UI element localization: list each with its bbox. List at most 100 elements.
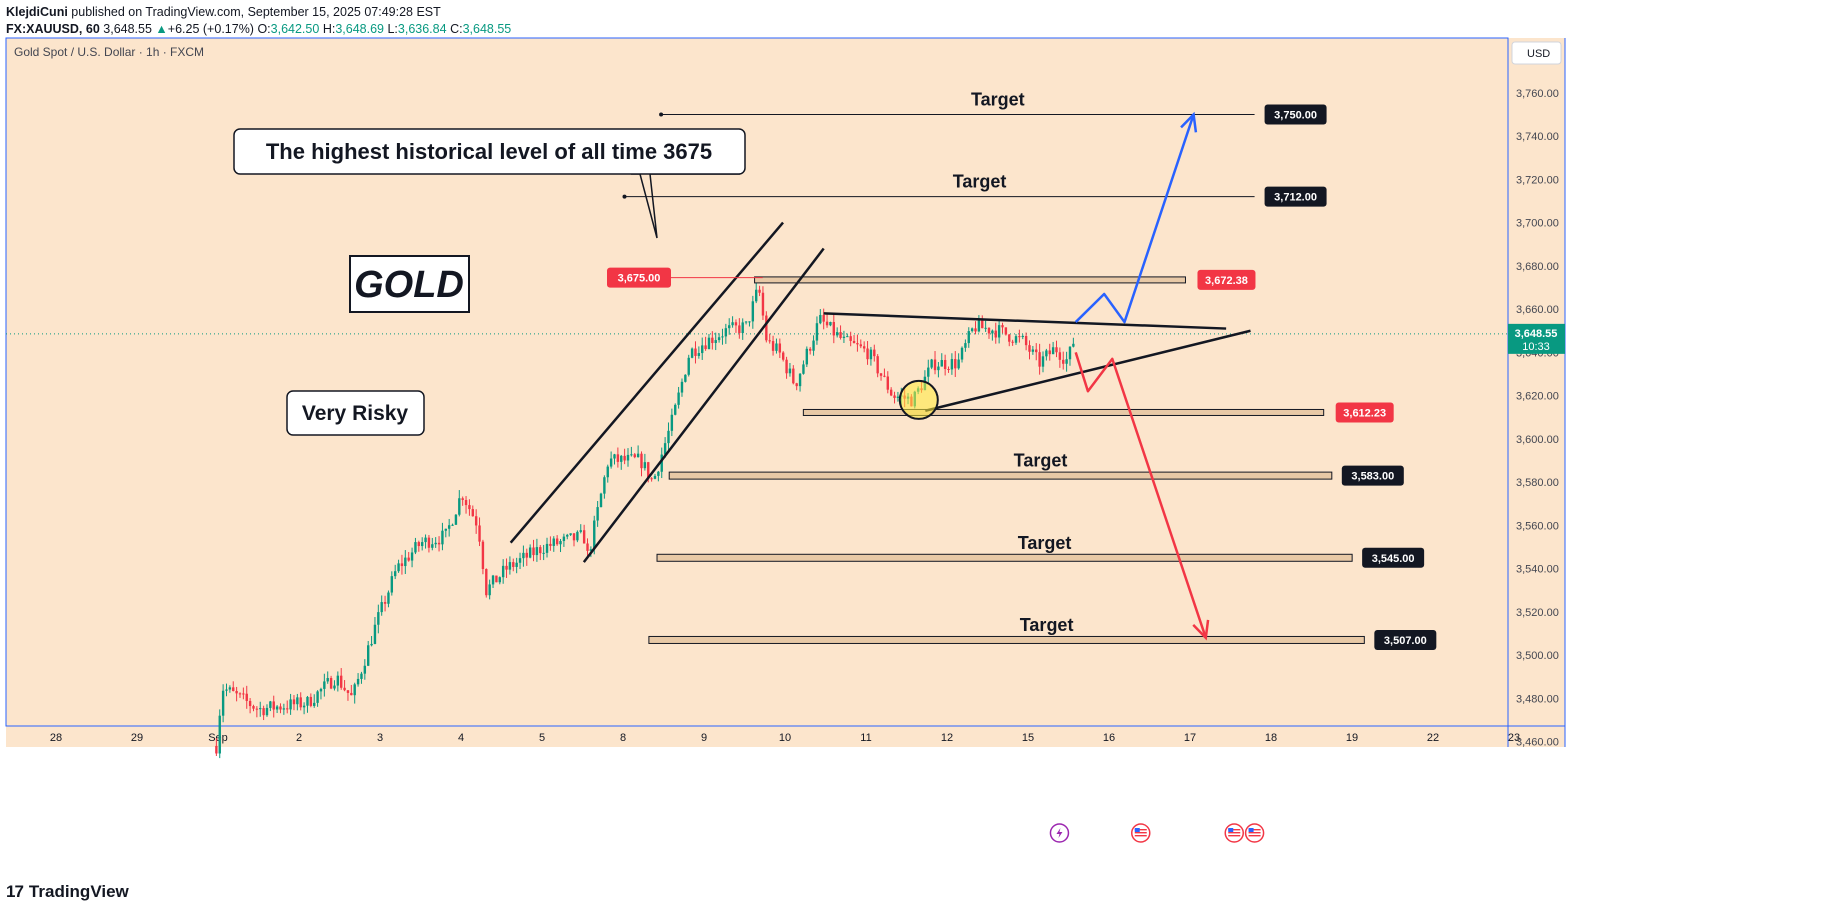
- candle-body: [279, 706, 282, 710]
- candle-body: [255, 708, 259, 710]
- open-value: 3,642.50: [270, 22, 320, 36]
- candle-body: [1062, 359, 1065, 364]
- candle-body: [350, 692, 353, 696]
- close-label: C:: [450, 22, 463, 36]
- candle-body: [248, 700, 252, 707]
- candle-body: [572, 533, 576, 541]
- bullish-projection-path: [1074, 114, 1195, 324]
- candle-body: [265, 707, 269, 716]
- candle-body: [353, 684, 356, 696]
- candle-body: [893, 395, 896, 398]
- bearish-projection-path-arrowhead: [1192, 619, 1210, 641]
- candle-body: [663, 443, 667, 455]
- us-flag-stripe-icon: [1248, 835, 1261, 837]
- candle-body: [367, 645, 370, 666]
- price-change: +6.25 (+0.17%): [167, 22, 254, 36]
- y-tick-label: 3,540.00: [1516, 564, 1559, 576]
- candle-body: [1058, 352, 1062, 360]
- candle-body: [991, 330, 994, 334]
- candle-body: [862, 346, 866, 349]
- target-price-tag: [1341, 465, 1404, 486]
- candle-body: [889, 389, 893, 396]
- candle-body: [225, 689, 228, 691]
- target-label: Target: [971, 89, 1025, 109]
- candle-body: [586, 543, 589, 551]
- candle-body: [832, 322, 836, 336]
- candle-body: [650, 478, 653, 480]
- candle-body: [451, 524, 454, 526]
- candle-body: [275, 706, 279, 710]
- candle-body: [377, 612, 380, 625]
- candle-body: [842, 336, 846, 338]
- price-chart[interactable]: Gold Spot / U.S. Dollar · 1h · FXCM USD 3,…: [0, 0, 1829, 880]
- candle-body: [835, 332, 839, 336]
- target-price-tag: [1374, 629, 1437, 650]
- candle-body: [667, 430, 670, 444]
- candle-body: [1065, 359, 1068, 364]
- candle-body: [714, 340, 717, 344]
- candle-body: [424, 537, 427, 543]
- us-flag-stripe-icon: [1134, 832, 1147, 834]
- candle-body: [215, 745, 218, 754]
- candle-body: [292, 699, 296, 705]
- x-tick-label: Sep: [208, 732, 228, 744]
- candle-body: [299, 697, 302, 708]
- candle-body: [819, 314, 822, 324]
- candle-body: [609, 458, 613, 467]
- candle-body: [356, 678, 360, 685]
- x-tick-label: 15: [1022, 732, 1034, 744]
- candle-body: [636, 453, 640, 458]
- resistance-zone: [754, 276, 1186, 284]
- candle-body: [620, 455, 623, 462]
- candle-body: [873, 349, 876, 357]
- candle-body: [427, 537, 431, 548]
- us-flag-canton-icon: [1248, 828, 1254, 832]
- candle-body: [1028, 345, 1031, 352]
- candle-body: [728, 325, 731, 329]
- candle-body: [653, 475, 657, 479]
- candle-body: [761, 292, 765, 316]
- y-tick-label: 3,700.00: [1516, 218, 1559, 230]
- candle-body: [940, 360, 943, 367]
- candle-body: [437, 542, 441, 545]
- candle-body: [829, 322, 832, 326]
- candle-body: [593, 520, 596, 550]
- candle-body: [805, 348, 809, 365]
- author-name[interactable]: KlejdiCuni: [6, 5, 68, 19]
- candle-body: [738, 325, 741, 334]
- y-tick-label: 3,500.00: [1516, 650, 1559, 662]
- candle-body: [1041, 356, 1045, 367]
- candle-body: [802, 364, 805, 374]
- candle-body: [289, 699, 292, 710]
- candle-body: [707, 337, 711, 350]
- callout-box: [233, 128, 746, 175]
- candle-body: [387, 592, 390, 604]
- last-price-tag-text: 3,648.55: [1515, 328, 1558, 340]
- candle-body: [370, 643, 373, 646]
- candle-body: [508, 562, 512, 570]
- y-tick-label: 3,480.00: [1516, 693, 1559, 705]
- candle-body: [434, 542, 437, 545]
- us-flag-stripe-icon: [1134, 835, 1147, 837]
- candle-body: [431, 544, 434, 548]
- ath-price-text: 3,675.00: [618, 273, 661, 285]
- candle-body: [859, 344, 862, 347]
- candle-body: [569, 533, 572, 535]
- target-price-text: 3,583.00: [1351, 471, 1394, 483]
- candle-body: [383, 602, 387, 604]
- candle-body: [380, 602, 383, 613]
- candle-body: [997, 325, 1001, 338]
- candle-body: [525, 552, 528, 558]
- candle-body: [559, 541, 562, 545]
- countdown-text: 10:33: [1522, 341, 1550, 353]
- candle-body: [532, 547, 535, 556]
- candle-body: [987, 327, 991, 334]
- candle-body: [1051, 347, 1055, 355]
- x-tick-label: 3: [377, 732, 383, 744]
- candle-body: [981, 319, 984, 329]
- low-value: 3,636.84: [397, 22, 447, 36]
- open-label: O:: [257, 22, 271, 36]
- x-tick-label: 8: [620, 732, 626, 744]
- triangle-lower: [925, 329, 1251, 412]
- support-zone-price-tag: [1335, 402, 1394, 423]
